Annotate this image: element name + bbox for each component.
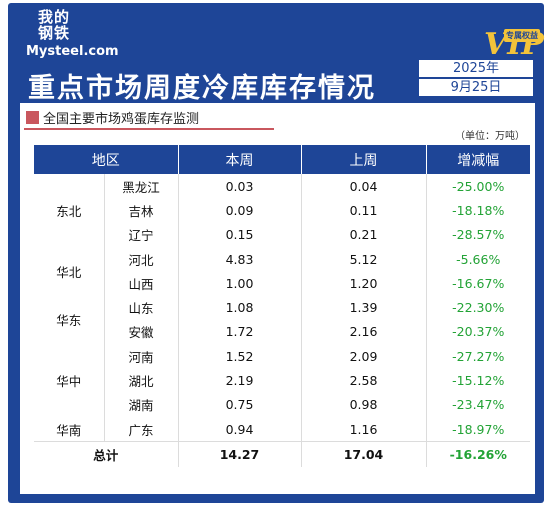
table-row: 华南 广东 0.94 1.16 -18.97% [34, 416, 530, 442]
region-cell: 华北 [34, 246, 105, 296]
this-week-cell: 0.03 [178, 174, 302, 199]
red-square-icon [26, 110, 39, 124]
table-row: 华东 山东 1.08 1.39 -22.30% [34, 295, 530, 345]
total-this-week: 14.27 [178, 441, 302, 467]
this-week-cell: 0.15 [178, 222, 302, 247]
total-label: 总计 [34, 441, 179, 467]
change-cell: -18.18% [452, 202, 505, 218]
section-title: 全国主要市场鸡蛋库存监测 [43, 111, 200, 127]
last-week-cell: 2.16 [301, 319, 427, 345]
change-cell: -18.97% [452, 421, 505, 437]
table-row: 东北 黑龙江 0.03 0.04 -25.00% [34, 174, 530, 247]
this-week-cell: 0.09 [178, 198, 302, 223]
change-cell: -28.57% [452, 227, 505, 243]
table-row: 山西 1.00 1.20 -16.67% [34, 271, 530, 296]
last-week-cell: 1.39 [301, 295, 427, 320]
vip-badge-icon: VIP 专属权益 [484, 25, 544, 62]
total-row: 总计 14.27 17.04 -16.26% [34, 441, 530, 467]
unit-label: （单位：万吨） [455, 131, 525, 142]
change-cell: -20.37% [452, 324, 505, 340]
header-region: 地区 [34, 145, 179, 174]
header-change: 增减幅 [426, 145, 530, 174]
region-cell: 华中 [34, 344, 105, 417]
province-cell: 湖北 [104, 368, 179, 393]
change-cell: -22.30% [452, 300, 505, 316]
header-last-week: 上周 [301, 145, 427, 174]
this-week-cell: 1.00 [178, 271, 302, 296]
last-week-cell: 0.04 [301, 174, 427, 199]
vip-tag: 专属权益 [504, 29, 540, 42]
date-box: 2025年 9月25日 [419, 60, 533, 98]
this-week-cell: 1.52 [178, 344, 302, 369]
table-row: 吉林 0.09 0.11 -18.18% [34, 198, 530, 223]
page-title: 重点市场周度冷库库存情况 [28, 73, 376, 104]
province-cell: 河南 [104, 344, 179, 369]
region-cell: 华东 [34, 295, 105, 345]
table-row: 安徽 1.72 2.16 -20.37% [34, 319, 530, 345]
last-week-cell: 1.16 [301, 416, 427, 442]
table-row: 华北 河北 4.83 5.12 -5.66% [34, 246, 530, 296]
province-cell: 湖南 [104, 392, 179, 417]
last-week-cell: 1.20 [301, 271, 427, 296]
province-cell: 辽宁 [104, 222, 179, 247]
province-cell: 安徽 [104, 319, 179, 345]
change-cell: -15.12% [452, 373, 505, 389]
logo-cn-line2: 钢铁 [38, 24, 71, 42]
region-cell: 东北 [34, 174, 105, 247]
last-week-cell: 2.58 [301, 368, 427, 393]
province-cell: 山东 [104, 295, 179, 320]
province-cell: 吉林 [104, 198, 179, 223]
date-day: 9月25日 [419, 79, 533, 96]
logo-english: Mysteel.com [26, 44, 119, 59]
inventory-table: 地区 本周 上周 增减幅 东北 黑龙江 0.03 0.04 -25.00% 吉林… [34, 145, 530, 467]
date-year: 2025年 [419, 60, 533, 77]
logo-cn-line1: 我的 [38, 8, 71, 26]
last-week-cell: 0.98 [301, 392, 427, 417]
change-cell: -23.47% [452, 397, 505, 413]
last-week-cell: 5.12 [301, 246, 427, 272]
section-heading: 全国主要市场鸡蛋库存监测 [26, 108, 200, 127]
province-cell: 山西 [104, 271, 179, 296]
this-week-cell: 2.19 [178, 368, 302, 393]
table-row: 湖南 0.75 0.98 -23.47% [34, 392, 530, 417]
change-cell: -16.67% [452, 275, 505, 291]
total-change: -16.26% [426, 441, 530, 467]
this-week-cell: 1.08 [178, 295, 302, 320]
table-row: 华中 河南 1.52 2.09 -27.27% [34, 344, 530, 417]
this-week-cell: 0.94 [178, 416, 302, 442]
change-cell: -5.66% [456, 251, 501, 267]
province-cell: 广东 [104, 416, 179, 442]
change-cell: -25.00% [452, 178, 505, 194]
region-cell: 华南 [34, 416, 105, 442]
table-panel: 全国主要市场鸡蛋库存监测 （单位：万吨） 地区 本周 上周 增减幅 东北 黑龙江… [20, 103, 535, 494]
total-last-week: 17.04 [301, 441, 427, 467]
table-header-row: 地区 本周 上周 增减幅 [34, 145, 530, 174]
mysteel-logo: 我的 钢铁 Mysteel.com [26, 9, 119, 61]
province-cell: 河北 [104, 246, 179, 272]
section-underline [24, 128, 274, 130]
this-week-cell: 0.75 [178, 392, 302, 417]
last-week-cell: 2.09 [301, 344, 427, 369]
change-cell: -27.27% [452, 348, 505, 364]
logo-chinese: 我的 钢铁 [38, 9, 76, 41]
table-row: 辽宁 0.15 0.21 -28.57% [34, 222, 530, 247]
province-cell: 黑龙江 [104, 174, 179, 199]
header-this-week: 本周 [178, 145, 302, 174]
table-row: 湖北 2.19 2.58 -15.12% [34, 368, 530, 393]
this-week-cell: 1.72 [178, 319, 302, 345]
last-week-cell: 0.11 [301, 198, 427, 223]
this-week-cell: 4.83 [178, 246, 302, 272]
last-week-cell: 0.21 [301, 222, 427, 247]
